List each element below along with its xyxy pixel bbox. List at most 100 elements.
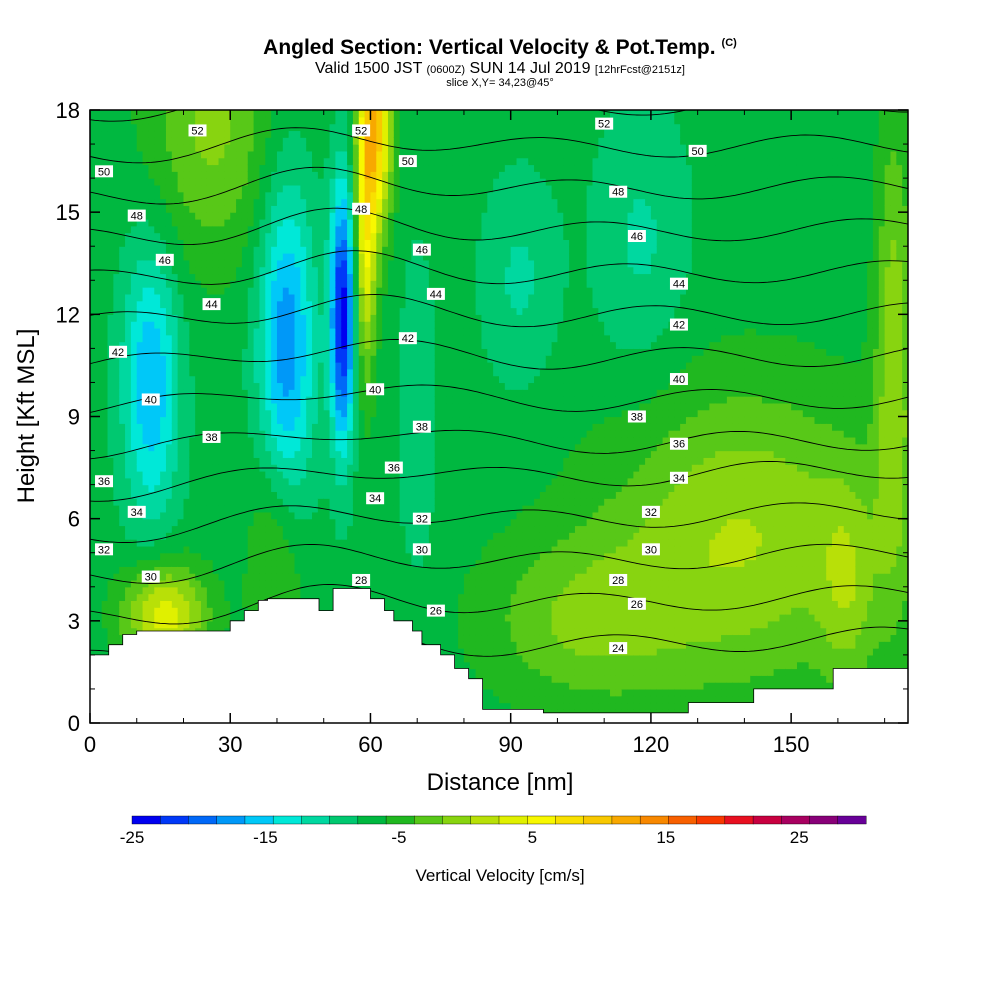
velocity-cell [113,573,120,581]
velocity-cell [212,416,220,424]
velocity-cell [218,164,225,172]
velocity-cell [224,586,231,595]
velocity-cell [376,423,383,431]
velocity-cell [95,423,103,431]
velocity-cell [160,423,167,431]
velocity-cell [136,355,144,363]
velocity-cell [370,130,377,138]
velocity-cell [288,573,296,581]
velocity-cell [165,225,173,234]
velocity-cell [136,246,144,254]
velocity-cell [247,130,255,138]
velocity-cell [177,266,185,275]
velocity-cell [218,436,225,445]
velocity-cell [212,307,220,315]
velocity-cell [405,614,412,622]
velocity-cell [405,389,412,397]
velocity-cell [323,137,331,145]
velocity-cell [241,430,249,438]
velocity-cell [294,287,301,295]
velocity-cell [247,396,255,404]
velocity-cell [387,259,395,268]
velocity-cell [306,491,313,499]
velocity-cell [241,253,249,261]
velocity-cell [218,566,225,574]
velocity-cell [218,191,225,200]
velocity-cell [236,253,243,261]
velocity-cell [364,307,372,315]
velocity-cell [358,436,366,445]
velocity-cell [224,348,231,356]
velocity-cell [206,334,214,343]
velocity-cell [382,355,389,363]
velocity-cell [218,423,225,431]
velocity-cell [236,205,243,213]
velocity-cell [294,355,301,363]
velocity-cell [382,334,389,343]
velocity-cell [165,423,173,431]
velocity-cell [405,266,412,275]
velocity-cell [364,457,372,465]
velocity-cell [148,491,155,499]
velocity-cell [212,505,220,513]
velocity-cell [148,253,155,261]
velocity-cell [183,545,190,554]
velocity-cell [387,300,395,309]
velocity-cell [364,348,372,356]
velocity-cell [195,239,202,247]
velocity-cell [212,573,220,581]
velocity-cell [294,402,301,411]
velocity-cell [259,266,266,275]
velocity-cell [247,416,255,424]
velocity-cell [352,539,360,547]
velocity-cell [241,327,249,336]
velocity-cell [382,362,389,370]
velocity-cell [323,539,331,547]
velocity-cell [399,430,407,438]
velocity-cell [195,218,202,227]
velocity-cell [230,130,237,138]
velocity-cell [405,123,412,132]
velocity-cell [90,246,97,254]
velocity-cell [335,198,342,206]
velocity-cell [347,525,354,533]
velocity-cell [195,525,202,533]
velocity-cell [370,430,377,438]
velocity-cell [317,327,325,336]
velocity-cell [142,382,150,390]
velocity-cell [160,130,167,138]
velocity-cell [317,416,325,424]
velocity-cell [323,375,331,384]
velocity-cell [224,450,231,458]
velocity-cell [341,164,348,172]
velocity-cell [405,477,412,486]
velocity-cell [247,137,255,145]
velocity-cell [171,293,179,302]
velocity-cell [382,239,389,247]
velocity-cell [183,573,190,581]
velocity-cell [253,293,261,302]
velocity-cell [329,293,336,302]
velocity-cell [382,532,389,540]
velocity-cell [364,157,372,166]
velocity-cell [212,218,220,227]
velocity-cell [101,491,109,499]
velocity-cell [90,150,97,159]
velocity-cell [317,362,325,370]
velocity-cell [212,402,220,411]
velocity-cell [329,341,336,349]
velocity-cell [224,409,231,418]
velocity-cell [358,443,366,452]
velocity-cell [171,198,179,206]
velocity-cell [148,266,155,275]
velocity-cell [183,389,190,397]
velocity-cell [300,259,307,268]
velocity-cell [294,484,301,493]
velocity-cell [130,491,138,499]
velocity-cell [294,232,301,241]
velocity-cell [224,321,231,329]
velocity-cell [341,552,348,561]
velocity-cell [218,443,225,452]
velocity-cell [300,239,307,247]
velocity-cell [259,389,266,397]
